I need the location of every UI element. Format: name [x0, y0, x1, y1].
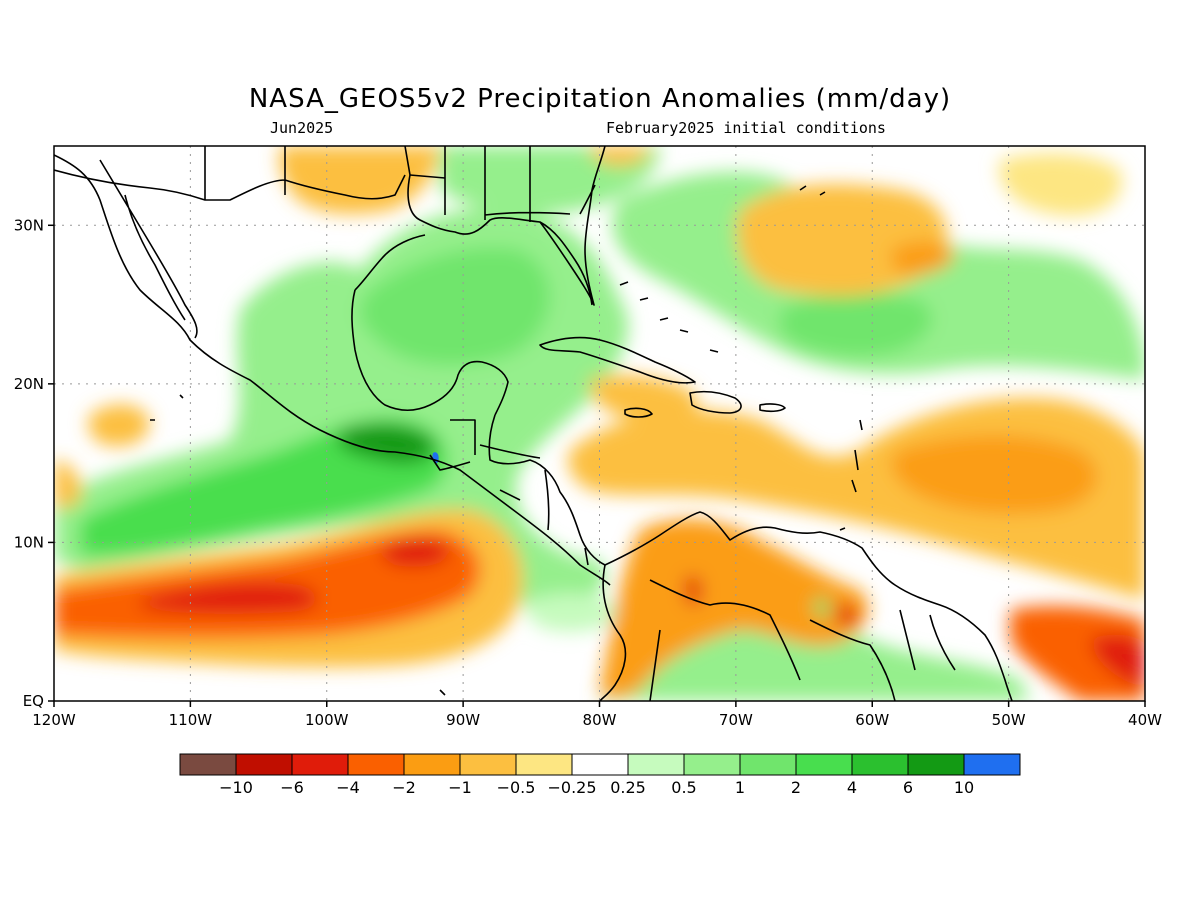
dry-anomaly-northeast: [736, 184, 947, 296]
colorbar-swatch: [739, 753, 797, 776]
colorbar-label: 10: [954, 778, 974, 797]
colorbar: −10 −6 −4 −2 −1 −0.5 −0.25 0.25 0.5 1 2 4 6 10: [179, 753, 1021, 797]
colorbar-swatch: [403, 753, 461, 776]
y-tick-label: 10N: [14, 533, 44, 551]
dry-anomaly-southeast: [1010, 605, 1145, 701]
wet-anomaly-atlantic-core: [780, 293, 933, 357]
y-tick-label: EQ: [23, 692, 44, 710]
colorbar-swatch: [515, 753, 573, 776]
colorbar-swatch: [795, 753, 853, 776]
dry-anomaly-west-mexico: [88, 404, 150, 447]
dry-anomaly-caribbean: [590, 374, 698, 420]
dry-anomaly-pacific-east-core: [381, 538, 450, 567]
dry-anomaly-southeast-core: [1090, 634, 1145, 690]
y-tick-label: 30N: [14, 216, 44, 234]
colorbar-label: −0.5: [497, 778, 536, 797]
dry-anomaly-northwest: [279, 146, 440, 214]
coast-jamaica: [624, 407, 653, 418]
dry-anomaly-guiana-core: [835, 604, 859, 627]
coast-gulf-of-mexico: [351, 146, 593, 416]
x-tick-label: 40W: [1128, 711, 1162, 729]
colorbar-label: −1: [448, 778, 472, 797]
dry-anomaly-northeast-mid: [890, 240, 955, 275]
border-us-states: [444, 146, 596, 222]
x-tick-label: 120W: [32, 711, 76, 729]
border-us-mexico: [54, 146, 446, 201]
colorbar-swatch: [179, 753, 237, 776]
forecast-month: Jun2025: [270, 119, 334, 137]
colorbar-label: 0.25: [610, 778, 646, 797]
colorbar-label: 0.5: [671, 778, 696, 797]
coast-puerto-rico: [759, 403, 786, 413]
colorbar-swatch: [683, 753, 741, 776]
coast-south-america-west: [599, 564, 627, 701]
longitude-axis: 120W 110W 100W 90W 80W 70W 60W 50W 40W: [32, 701, 1162, 729]
gridlines: [54, 146, 1145, 701]
wet-anomaly-gulf-core: [359, 247, 550, 365]
anomaly-field: [54, 146, 1145, 701]
x-tick-label: 90W: [446, 711, 480, 729]
coast-baja-california: [99, 159, 198, 339]
colorbar-swatch: [459, 753, 517, 776]
dry-anomaly-west-edge: [54, 460, 81, 509]
colorbar-label: 2: [791, 778, 801, 797]
coast-islands: [150, 185, 863, 696]
initial-conditions: February2025 initial conditions: [606, 119, 886, 137]
x-tick-label: 100W: [305, 711, 349, 729]
colorbar-swatch: [627, 753, 685, 776]
coast-yucatan-central-america: [488, 414, 606, 566]
wet-anomaly-caribbean: [526, 593, 620, 632]
colorbar-label: −10: [219, 778, 253, 797]
colorbar-label: −0.25: [547, 778, 596, 797]
coast-north-america-pacific: [54, 154, 611, 586]
colorbar-swatch: [235, 753, 293, 776]
dry-anomaly-far-northeast: [999, 153, 1122, 216]
colorbar-label: −6: [280, 778, 304, 797]
colorbar-swatch: [347, 753, 405, 776]
coast-hispaniola: [689, 390, 742, 414]
colorbar-swatch: [291, 753, 349, 776]
colorbar-label: 6: [903, 778, 913, 797]
dry-anomaly-tropical-atlantic-mid: [891, 435, 1098, 514]
x-tick-label: 110W: [169, 711, 213, 729]
colorbar-label: 4: [847, 778, 857, 797]
colorbar-swatch: [851, 753, 909, 776]
colorbar-swatch: [907, 753, 965, 776]
coast-south-america-north: [604, 511, 1013, 701]
coastlines: [54, 146, 1013, 701]
y-tick-label: 20N: [14, 375, 44, 393]
colorbar-swatch: [571, 753, 629, 776]
border-central-america: [429, 419, 589, 566]
dry-anomaly-pacific-core: [140, 582, 319, 614]
latitude-axis: EQ 10N 20N 30N: [14, 216, 54, 710]
x-tick-label: 50W: [992, 711, 1026, 729]
colorbar-label: −4: [336, 778, 360, 797]
x-tick-label: 80W: [583, 711, 617, 729]
dry-anomaly-venezuela: [600, 519, 869, 699]
x-tick-label: 70W: [719, 711, 753, 729]
dry-anomaly-far-north: [589, 146, 650, 166]
border-south-america: [649, 579, 956, 701]
colorbar-swatch: [963, 753, 1021, 776]
coast-cuba: [539, 336, 696, 384]
map-title: NASA_GEOS5v2 Precipitation Anomalies (mm…: [248, 84, 952, 114]
colorbar-label: 1: [735, 778, 745, 797]
coast-florida: [539, 146, 606, 306]
colorbar-label: −2: [392, 778, 416, 797]
wet-anomaly-guiana-spot: [814, 598, 830, 618]
x-tick-label: 60W: [855, 711, 889, 729]
